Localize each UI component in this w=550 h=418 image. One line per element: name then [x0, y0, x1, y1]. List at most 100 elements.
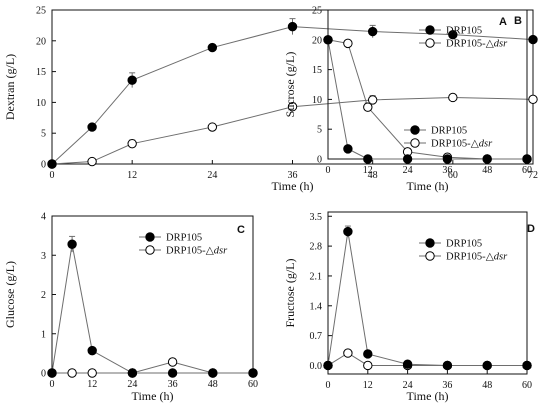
y-tick-label: 2: [41, 290, 46, 301]
x-tick-label: 36: [288, 170, 298, 181]
x-tick-label: 12: [87, 379, 97, 390]
y-tick-label: 15: [312, 65, 322, 76]
legend-name: DRP105-: [431, 139, 471, 150]
y-axis-label: Dextran (g/L): [3, 54, 17, 120]
legend-name: DRP105-: [446, 252, 486, 263]
data-point: [47, 159, 57, 169]
x-tick-label: 36: [442, 380, 452, 391]
data-point: [287, 21, 298, 32]
data-point: [367, 26, 378, 37]
data-point: [287, 102, 298, 112]
y-axis-label: Glucose (g/L): [3, 261, 17, 328]
data-point: [522, 360, 532, 371]
x-tick-label: 0: [326, 380, 331, 391]
x-axis-label: Time (h): [407, 389, 449, 403]
legend-marker: [425, 238, 435, 248]
data-point: [87, 368, 97, 378]
legend-label: DRP105-△dsr: [166, 246, 228, 257]
y-tick-label: 0: [41, 369, 46, 380]
x-tick-label: 48: [482, 165, 492, 176]
legend-marker: [410, 125, 420, 135]
data-point: [363, 349, 373, 359]
x-tick-label: 0: [50, 170, 55, 181]
x-tick-label: 12: [363, 380, 373, 391]
y-tick-label: 2.8: [310, 242, 323, 253]
legend-name: DRP105: [431, 126, 467, 137]
data-point: [127, 138, 137, 149]
y-tick-label: 3.5: [310, 212, 323, 223]
x-tick-label: 12: [363, 165, 373, 176]
legend-marker: [425, 38, 435, 48]
legend-gene-name: dsr: [494, 252, 508, 263]
data-point: [528, 34, 538, 45]
data-point: [448, 92, 458, 103]
legend-delta-symbol: △: [486, 39, 495, 50]
data-point: [87, 122, 97, 132]
data-point: [402, 359, 413, 369]
x-tick-label: 0: [326, 165, 331, 176]
data-point: [167, 368, 178, 378]
data-point: [528, 94, 538, 105]
data-point: [67, 368, 77, 378]
series-line: [51, 26, 534, 165]
data-point: [87, 345, 97, 356]
y-tick-label: 25: [312, 6, 322, 17]
y-tick-label: 3: [41, 251, 46, 262]
plot-frame: [327, 211, 528, 375]
data-point: [363, 154, 373, 164]
data-point: [207, 122, 218, 132]
x-tick-label: 48: [368, 170, 378, 181]
y-tick-label: 25: [36, 6, 46, 17]
y-axis-label: Fructose (g/L): [283, 259, 297, 328]
legend-label: DRP105: [431, 126, 467, 137]
data-point: [363, 360, 373, 371]
data-point: [343, 144, 353, 154]
x-tick-label: 0: [50, 379, 55, 390]
series-line: [327, 352, 527, 366]
legend: DRP105 DRP105-△dsr: [419, 25, 508, 50]
y-tick-label: 5: [317, 125, 322, 136]
series-line: [327, 39, 527, 160]
panel-letter: B: [514, 15, 522, 27]
legend-label: DRP105-△dsr: [431, 139, 493, 150]
x-tick-label: 24: [207, 170, 217, 181]
legend-label: DRP105: [446, 26, 482, 37]
y-tick-label: 15: [36, 67, 46, 78]
y-tick-label: 10: [36, 98, 46, 109]
x-tick-label: 72: [528, 170, 538, 181]
legend: DRP105 DRP105-△dsr: [419, 238, 508, 263]
y-tick-label: 1: [41, 329, 46, 340]
x-tick-label: 48: [482, 380, 492, 391]
data-point: [343, 348, 353, 358]
y-tick-label: 0: [317, 155, 322, 166]
y-tick-label: 10: [312, 95, 322, 106]
panel-D: 0 12 24 36 48 60 0.0 0.7 1.4 2.1 2.8 3.5 Time (h) Fru…: [283, 211, 535, 403]
legend-gene-name: dsr: [494, 39, 508, 50]
x-tick-label: 24: [403, 380, 413, 391]
legend-marker: [145, 245, 155, 255]
panel-letter: C: [237, 224, 245, 236]
legend-label: DRP105-△dsr: [446, 39, 508, 50]
legend-delta-symbol: △: [471, 139, 480, 150]
data-point: [127, 75, 137, 85]
data-point: [367, 95, 378, 105]
x-axis-label: Time (h): [132, 389, 174, 403]
data-point: [448, 29, 458, 40]
legend-delta-symbol: △: [206, 246, 215, 257]
legend-label: DRP105: [166, 233, 202, 244]
data-point: [87, 156, 97, 167]
panel-letter: D: [527, 223, 535, 235]
legend-label: DRP105: [446, 239, 482, 250]
y-tick-label: 1.4: [310, 301, 323, 312]
data-point: [482, 154, 492, 164]
data-point: [482, 360, 492, 371]
series-line: [327, 39, 527, 160]
legend-label: DRP105-△dsr: [446, 252, 508, 263]
data-point: [442, 360, 453, 371]
x-tick-label: 24: [403, 165, 413, 176]
legend: DRP105 DRP105-△dsr: [139, 232, 228, 257]
legend-marker: [145, 232, 155, 242]
legend-marker: [410, 138, 420, 148]
